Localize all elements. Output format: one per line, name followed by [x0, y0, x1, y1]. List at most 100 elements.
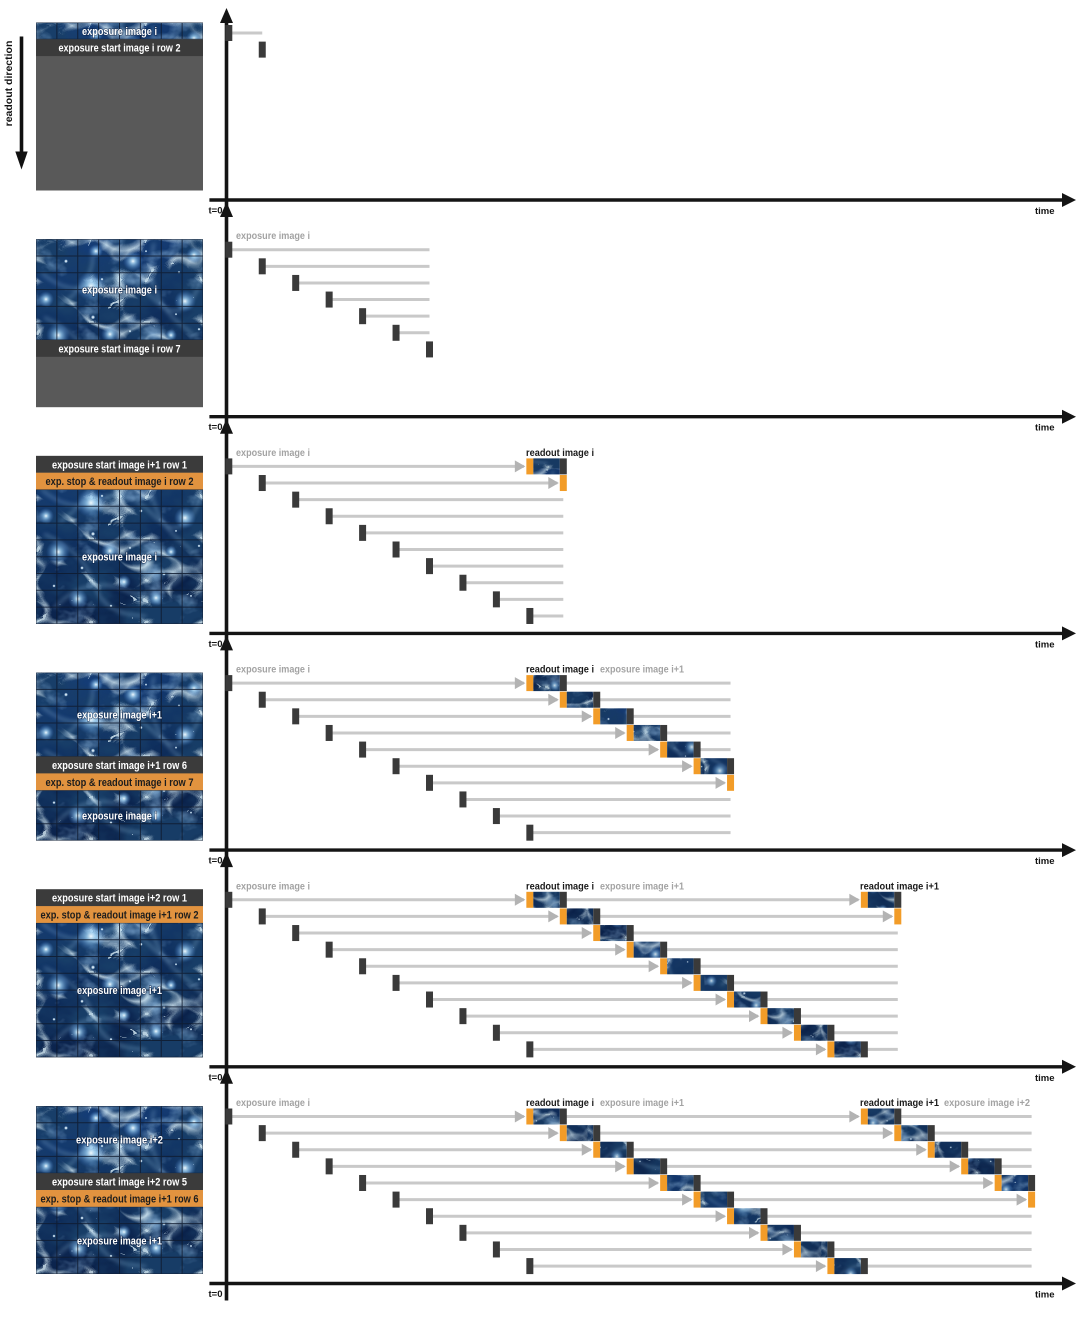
readout-tick: [727, 991, 735, 1008]
readout-chunk-shade: [533, 675, 560, 692]
exposure-end-arrowhead-icon: [581, 710, 593, 723]
exposure-start-tick: [626, 1141, 634, 1158]
readout-chunk: [533, 1108, 560, 1125]
exposure-image-label: exposure image i: [236, 665, 310, 676]
readout-strip: [36, 472, 203, 490]
readout-tick: [894, 1125, 902, 1142]
exposure-start-tick: [693, 1174, 701, 1191]
exposure-start-tick: [1028, 1174, 1036, 1191]
readout-tick: [559, 475, 567, 492]
sensor-2: exposure image i exposure start image i r…: [36, 239, 203, 408]
exposure-start-tick: [426, 1208, 433, 1225]
readout-chunk-shade: [734, 991, 761, 1008]
exposure-end-arrowhead-icon: [916, 1143, 927, 1156]
sensor-image-label: exposure image i+1: [77, 710, 162, 722]
readout-chunk: [533, 458, 560, 475]
exposure-end-arrowhead-icon: [615, 726, 626, 739]
origin-label: t=0: [209, 1072, 223, 1083]
exposure-end-arrowhead-icon: [548, 910, 559, 923]
sensor-5: exposure start image i+2 row 1 exp. stop …: [36, 889, 203, 1058]
readout-tick: [727, 1208, 735, 1225]
origin-label: t=0: [209, 1289, 223, 1300]
exposure-end-arrowhead-icon: [514, 460, 526, 473]
exposure-start-strip-label: exposure start image i+2 row 1: [52, 893, 187, 905]
readout-chunk: [600, 1141, 627, 1158]
readout-tick: [626, 1158, 634, 1175]
exposure-end-arrowhead-icon: [749, 1226, 760, 1239]
readout-tick: [559, 691, 567, 708]
panel-5: exposure start image i+2 row 1 exp. stop …: [36, 852, 1076, 1084]
readout-chunk-shade: [667, 741, 694, 758]
exposure-end-arrowhead-icon: [849, 893, 860, 906]
exposure-start-tick: [225, 891, 233, 908]
exposure-end-arrowhead-icon: [581, 1143, 593, 1156]
readout-tick: [860, 891, 868, 908]
readout-tick: [760, 1008, 768, 1025]
origin-label: t=0: [209, 206, 223, 217]
readout-strip: [36, 906, 203, 923]
row-axis-arrowhead-icon: [220, 1068, 233, 1084]
readout-chunk-shade: [700, 1191, 728, 1208]
exposure-end-arrowhead-icon: [782, 1243, 793, 1256]
readout-chunk-shade: [767, 1008, 794, 1025]
readout-tick: [961, 1158, 969, 1175]
exposure-start-strip: [36, 889, 203, 907]
readout-image-label: readout image i: [526, 881, 594, 892]
exposure-end-arrowhead-icon: [514, 893, 526, 906]
exposure-start-tick: [359, 1174, 367, 1191]
readout-strip-label: exp. stop & readout image i row 7: [46, 777, 194, 789]
readout-tick: [693, 758, 701, 775]
readout-chunk: [867, 1108, 895, 1125]
readout-image-label: readout image i: [526, 1098, 594, 1109]
exposure-start-tick: [660, 1158, 668, 1175]
time-axis-label: time: [1035, 639, 1055, 650]
readout-tick: [660, 958, 668, 975]
readout-chunk-shade: [566, 691, 594, 708]
readout-tick: [626, 941, 634, 958]
exposure-start-tick: [727, 1191, 735, 1208]
readout-tick: [827, 1258, 835, 1275]
exposure-end-arrowhead-icon: [815, 1260, 827, 1273]
exposure-end-arrowhead-icon: [749, 1010, 760, 1023]
readout-chunk-shade: [800, 1024, 828, 1041]
exposure-image-label: exposure image i: [236, 881, 310, 892]
exposure-start-tick: [492, 808, 500, 825]
exposure-start-tick: [693, 958, 701, 975]
exposure-start-tick: [660, 941, 668, 958]
exposure-start-tick: [593, 1125, 601, 1142]
time-axis-label: time: [1035, 1073, 1055, 1084]
exposure-start-tick: [225, 458, 233, 475]
exposure-start-tick: [325, 724, 333, 741]
panel-1: exposure image i exposure start image i r…: [3, 8, 1076, 217]
readout-chunk-shade: [734, 1208, 761, 1225]
readout-tick: [526, 675, 534, 692]
exposure-end-arrowhead-icon: [648, 743, 660, 756]
exposure-start-tick: [626, 925, 634, 942]
exposure-end-arrowhead-icon: [1016, 1193, 1028, 1206]
exposure-start-tick: [459, 1224, 467, 1241]
row-axis-arrowhead-icon: [220, 8, 233, 23]
readout-tick: [660, 741, 668, 758]
sensor-image-label: exposure image i: [82, 285, 157, 297]
exposure-end-arrowhead-icon: [648, 1176, 660, 1189]
readout-chunk: [600, 708, 627, 725]
sensor-6: exposure image i+2 exposure start image i…: [36, 1106, 203, 1274]
origin-label: t=0: [209, 422, 223, 433]
exposure-end-arrowhead-icon: [682, 760, 693, 773]
exposure-start-tick: [258, 41, 266, 58]
exposure-start-tick: [426, 341, 433, 358]
readout-tick: [927, 1141, 935, 1158]
exposure-start-tick: [459, 791, 467, 808]
exposure-end-arrowhead-icon: [882, 910, 894, 923]
readout-tick: [793, 1241, 801, 1258]
readout-chunk-shade: [533, 891, 560, 908]
readout-image-label: readout image i: [526, 448, 594, 459]
panel-2: exposure image i exposure start image i r…: [36, 202, 1076, 434]
exposure-end-arrowhead-icon: [682, 1193, 693, 1206]
readout-chunk: [566, 908, 594, 925]
exposure-start-strip: [36, 756, 203, 774]
readout-chunk: [800, 1024, 828, 1041]
readout-chunk-shade: [533, 458, 560, 475]
exposure-image-label: exposure image i+1: [600, 881, 684, 892]
